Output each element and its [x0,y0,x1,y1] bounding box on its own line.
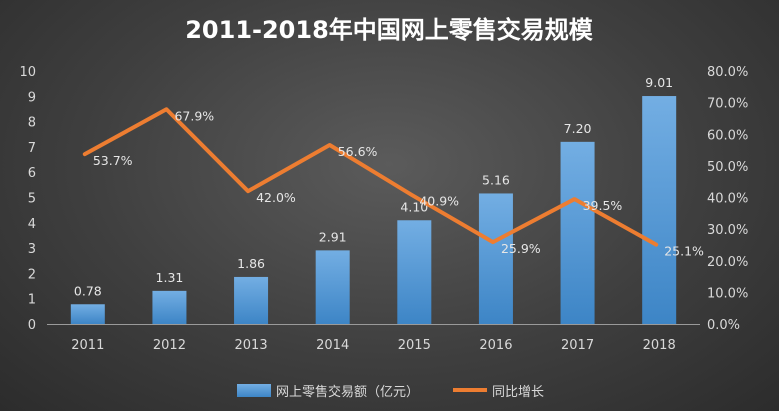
growth-value-label: 53.7% [93,153,133,168]
legend: 网上零售交易额（亿元） 同比增长 [237,384,544,400]
bar-value-label: 1.86 [237,256,265,271]
x-tick-label: 2016 [479,338,512,353]
legend-bar-label: 网上零售交易额（亿元） [276,384,419,400]
growth-value-label: 67.9% [174,108,214,123]
bar [560,141,595,324]
y-right-tick-label: 80.0% [707,65,748,80]
bar [642,96,677,324]
bar [315,250,350,324]
bar [397,220,432,324]
growth-line [82,107,659,247]
x-tick-label: 2011 [71,338,104,353]
y-right-tick-label: 30.0% [707,223,748,238]
x-tick-label: 2012 [153,338,186,353]
y-left-tick-label: 9 [28,90,36,105]
line-series: 53.7% 67.9% 42.0% 56.6% 40.9% 25.9% 39.5% 25.1% [82,107,704,259]
bar-value-label: 1.31 [156,270,184,285]
x-tick-label: 2017 [561,338,594,353]
y-right-tick-label: 70.0% [707,97,748,112]
y-right-tick-label: 0.0% [707,318,740,333]
legend-bar-swatch [237,384,271,397]
bar [234,276,269,324]
y-left-tick-label: 1 [28,293,36,308]
y-left-tick-label: 7 [28,141,36,156]
y-left-tick-label: 10 [19,65,36,80]
x-tick-label: 2015 [398,338,431,353]
y-axis-right: 0.0% 10.0% 20.0% 30.0% 40.0% 50.0% 60.0% 70.0% 8… [707,65,748,333]
bar-value-label: 0.78 [74,283,102,298]
y-right-tick-label: 20.0% [707,255,748,270]
growth-value-label: 39.5% [583,198,623,213]
growth-value-label: 25.9% [501,241,541,256]
y-right-tick-label: 60.0% [707,128,748,143]
bar-value-label: 5.16 [482,172,510,187]
bar-series: 0.78 1.31 1.86 2.91 4.10 5.16 7.20 9.01 [70,75,677,324]
bar [478,193,513,324]
y-left-tick-label: 6 [28,166,36,181]
y-left-tick-label: 3 [28,242,36,257]
bar [152,290,187,324]
y-left-tick-label: 8 [28,116,36,131]
y-right-tick-label: 40.0% [707,192,748,207]
growth-value-label: 56.6% [338,144,378,159]
growth-value-label: 25.1% [664,244,704,259]
y-axis-left: 0 1 2 3 4 5 6 7 8 9 10 [19,65,36,333]
growth-value-label: 40.9% [419,194,459,209]
y-left-tick-label: 0 [28,318,36,333]
y-left-tick-label: 2 [28,267,36,282]
x-tick-label: 2013 [235,338,268,353]
chart-title: 2011-2018年中国网上零售交易规模 [185,16,594,44]
bar [70,304,105,324]
bar-value-label: 7.20 [564,121,592,136]
bar-value-label: 9.01 [645,75,673,90]
x-tick-label: 2018 [643,338,676,353]
x-axis: 2011 2012 2013 2014 2015 2016 2017 2018 [47,324,700,353]
x-tick-label: 2014 [316,338,349,353]
y-left-tick-label: 4 [28,217,36,232]
bar-value-label: 4.10 [400,199,428,214]
growth-value-label: 42.0% [256,190,296,205]
y-left-tick-label: 5 [28,192,36,207]
legend-line-label: 同比增长 [492,385,544,400]
bar-value-label: 2.91 [319,229,347,244]
y-right-tick-label: 10.0% [707,286,748,301]
y-right-tick-label: 50.0% [707,160,748,175]
